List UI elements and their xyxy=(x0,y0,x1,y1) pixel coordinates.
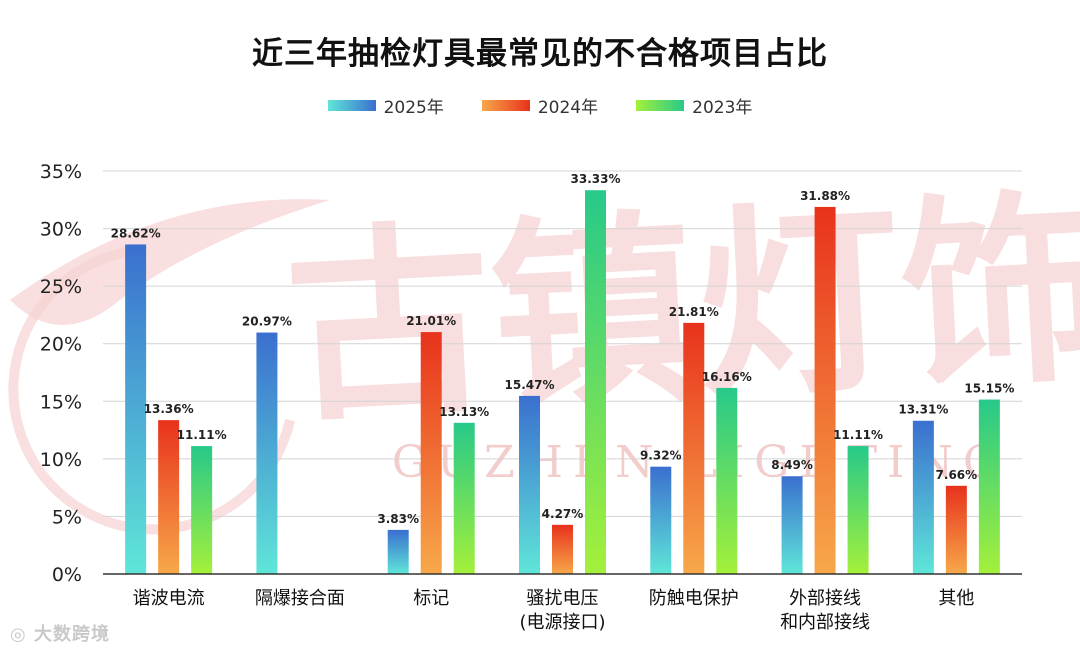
x-tick-label: 和内部接线 xyxy=(780,612,870,633)
data-label: 15.15% xyxy=(964,382,1014,396)
data-label: 31.88% xyxy=(800,189,850,203)
legend-item-2024: 2024年 xyxy=(481,93,599,118)
bar-2024年-5 xyxy=(814,206,836,575)
data-label: 13.31% xyxy=(898,403,948,417)
bar-2023年-6 xyxy=(978,399,1000,574)
legend-label-2023: 2023年 xyxy=(692,98,753,118)
watermark-ring xyxy=(8,245,295,535)
legend-item-2023: 2023年 xyxy=(636,93,752,118)
data-label: 33.33% xyxy=(571,172,621,186)
y-tick-label: 5% xyxy=(52,506,82,528)
bar-2025年-2 xyxy=(387,529,409,574)
legend-label-2024: 2024年 xyxy=(537,98,599,118)
x-tick-label: (电源接口) xyxy=(519,612,605,633)
bar-2023年-0 xyxy=(191,446,213,574)
bar-2024年-3 xyxy=(552,524,573,574)
data-label: 9.32% xyxy=(640,449,682,463)
data-label: 8.49% xyxy=(771,458,813,472)
y-tick-label: 10% xyxy=(40,449,82,471)
bar-2024年-2 xyxy=(420,332,442,574)
x-tick-label: 隔爆接合面 xyxy=(255,588,345,609)
data-label: 7.66% xyxy=(936,468,978,482)
data-label: 15.47% xyxy=(505,378,555,392)
data-label: 21.01% xyxy=(406,314,456,328)
x-tick-label: 外部接线 xyxy=(789,588,861,609)
x-tick-label: 骚扰电压 xyxy=(527,588,599,609)
data-label: 28.62% xyxy=(111,226,161,240)
y-tick-label: 35% xyxy=(40,161,82,183)
bar-2024年-6 xyxy=(945,485,967,574)
y-tick-label: 20% xyxy=(40,334,82,356)
y-tick-label: 25% xyxy=(40,276,82,298)
data-label: 21.81% xyxy=(669,305,719,319)
legend-swatch-2025 xyxy=(327,100,376,111)
x-tick-label: 谐波电流 xyxy=(133,588,205,609)
bar-2025年-0 xyxy=(125,244,147,575)
bar-2023年-3 xyxy=(585,190,606,574)
y-tick-label: 30% xyxy=(40,219,82,241)
watermark-logo-icon: ◎ xyxy=(10,624,34,645)
x-tick-label: 其他 xyxy=(938,588,974,609)
data-label: 11.11% xyxy=(177,428,227,442)
watermark-text: 大数跨境 xyxy=(33,624,110,645)
legend-swatch-2023 xyxy=(636,100,685,111)
bar-2025年-5 xyxy=(781,476,803,574)
bar-2024年-0 xyxy=(158,420,180,574)
x-tick-label: 标记 xyxy=(413,588,449,609)
watermark-chars: 古镇灯饰 xyxy=(281,168,1080,451)
legend-item-2025: 2025年 xyxy=(327,93,444,118)
y-tick-label: 0% xyxy=(52,564,82,586)
data-label: 16.16% xyxy=(702,370,752,384)
bar-2025年-1 xyxy=(256,332,278,574)
legend: 2025年 2024年 2023年 xyxy=(0,93,1080,118)
bar-2023年-5 xyxy=(847,446,869,574)
legend-swatch-2024 xyxy=(481,100,530,111)
data-label: 4.27% xyxy=(542,507,584,521)
data-label: 3.83% xyxy=(377,512,419,526)
bar-2023年-4 xyxy=(716,387,738,574)
data-label: 13.36% xyxy=(144,402,194,416)
data-label: 20.97% xyxy=(242,315,292,329)
bar-2025年-6 xyxy=(912,420,934,574)
legend-label-2025: 2025年 xyxy=(383,98,444,118)
bar-2023年-2 xyxy=(453,422,475,574)
data-label: 13.13% xyxy=(439,405,489,419)
bar-2025年-3 xyxy=(519,395,540,574)
bar-2025年-4 xyxy=(650,466,672,574)
y-tick-label: 15% xyxy=(40,391,82,413)
x-tick-label: 防触电保护 xyxy=(649,588,739,609)
chart-title: 近三年抽检灯具最常见的不合格项目占比 xyxy=(252,36,828,72)
watermark-swoosh xyxy=(10,199,330,325)
bar-2024年-4 xyxy=(683,322,705,574)
data-label: 11.11% xyxy=(833,428,883,442)
corner-watermark: ◎ 大数跨境 xyxy=(10,620,110,646)
